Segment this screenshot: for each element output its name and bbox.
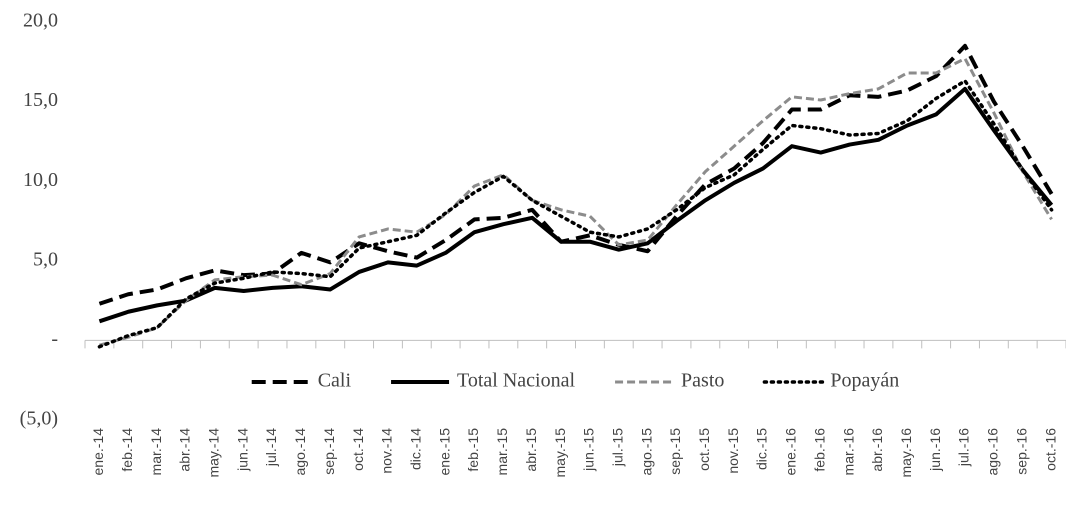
x-tick-label: abr.-16 (869, 428, 885, 472)
series-line (98, 86, 1054, 324)
series-line (99, 57, 1053, 347)
x-tick-label: dic.-15 (754, 428, 770, 470)
x-tick-label: jul.-15 (609, 428, 625, 467)
x-tick-label: ago.-16 (985, 428, 1001, 476)
legend-label: Total Nacional (457, 370, 575, 392)
x-tick-label: ago.-15 (638, 428, 654, 476)
x-tick-label: jun.-16 (927, 428, 943, 472)
legend-label: Pasto (681, 370, 724, 392)
y-tick-label: (5,0) (20, 408, 58, 430)
x-tick-label: mar.-15 (494, 428, 510, 476)
x-tick-label: oct.-14 (350, 428, 366, 471)
x-tick-label: oct.-16 (1042, 428, 1058, 471)
x-tick-label: ene.-16 (783, 428, 799, 476)
x-tick-label: oct.-15 (696, 428, 712, 471)
x-tick-label: abr.-15 (523, 428, 539, 472)
x-tick-label: may.-16 (898, 428, 914, 478)
y-tick-label: 15,0 (23, 89, 58, 111)
x-tick-label: ene.-15 (436, 428, 452, 476)
y-tick-label: 20,0 (23, 10, 58, 32)
x-tick-label: dic.-14 (408, 428, 424, 470)
x-tick-label: sep.-14 (321, 428, 337, 475)
x-tick-label: feb.-15 (465, 428, 481, 472)
x-tick-label: feb.-16 (811, 428, 827, 472)
x-tick-label: may.-15 (552, 428, 568, 478)
x-tick-label: sep.-15 (667, 428, 683, 475)
x-tick-label: may.-14 (206, 428, 222, 478)
series-line (97, 79, 1054, 349)
x-tick-label: nov.-14 (379, 428, 395, 474)
x-tick-label: abr.-14 (177, 428, 193, 472)
x-tick-label: mar.-14 (148, 428, 164, 476)
y-tick-label: 5,0 (33, 248, 58, 270)
x-tick-label: jun.-14 (234, 428, 250, 472)
x-tick-label: nov.-15 (725, 428, 741, 474)
legend-label: Popayán (830, 370, 899, 392)
x-tick-label: jun.-15 (581, 428, 597, 472)
series-line (98, 43, 1054, 306)
x-tick-label: jul.-14 (263, 428, 279, 467)
legend-label: Cali (318, 370, 352, 392)
y-tick-label: 10,0 (23, 169, 58, 191)
x-tick-label: ago.-14 (292, 428, 308, 476)
x-tick-label: jul.-16 (956, 428, 972, 467)
x-tick-label: feb.-14 (119, 428, 135, 472)
x-tick-label: ene.-14 (90, 428, 106, 476)
x-tick-label: sep.-16 (1013, 428, 1029, 475)
x-tick-label: mar.-16 (840, 428, 856, 476)
y-tick-label: - (51, 328, 58, 350)
